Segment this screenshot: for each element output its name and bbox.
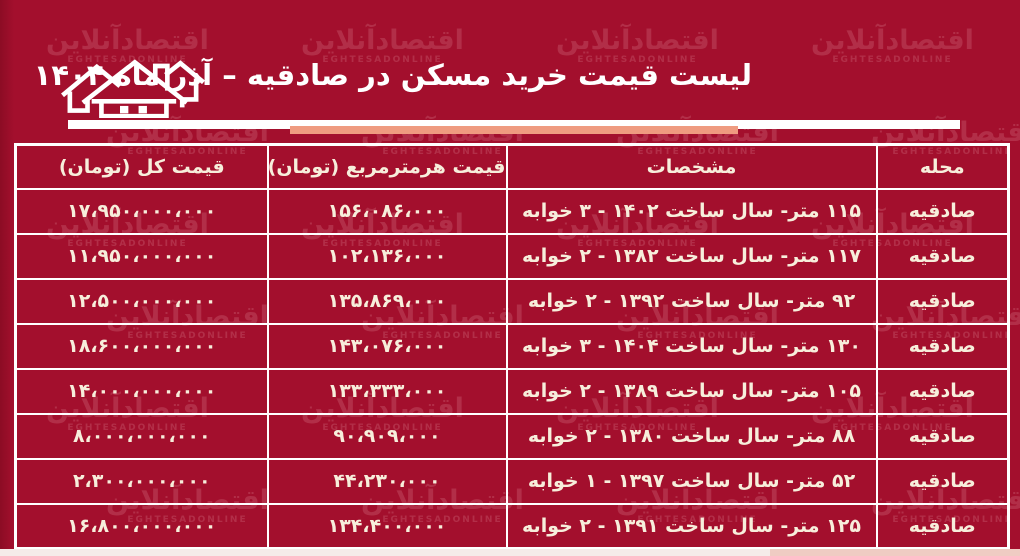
col-header-specs: مشخصات xyxy=(505,143,878,190)
footer-strip-accent xyxy=(770,549,1020,556)
footer-strip xyxy=(0,549,1020,556)
cell-total-price: ۲،۳۰۰،۰۰۰،۰۰۰ xyxy=(14,457,269,505)
col-header-neighborhood: محله xyxy=(875,143,1010,190)
cell-specs: ۱۱۵ متر- سال ساخت ۱۴۰۲ - ۳ خوابه xyxy=(505,187,878,235)
table-row: صادقیه ۵۲ متر- سال ساخت ۱۳۹۷ - ۱ خوابه ۴… xyxy=(14,457,1010,505)
cell-specs: ۱۳۰ متر- سال ساخت ۱۴۰۴ - ۳ خوابه xyxy=(505,322,878,370)
col-header-total-price: قیمت کل (تومان) xyxy=(14,143,269,190)
watermark-en-text: EGHTESADONLINE xyxy=(832,55,953,65)
cell-neighborhood: صادقیه xyxy=(875,187,1010,235)
cell-price-per-meter: ۱۳۴،۴۰۰،۰۰۰ xyxy=(266,502,508,550)
title-underline-salmon xyxy=(290,126,738,134)
cell-neighborhood: صادقیه xyxy=(875,367,1010,415)
table-row: صادقیه ۱۱۵ متر- سال ساخت ۱۴۰۲ - ۳ خوابه … xyxy=(14,187,1010,235)
cell-price-per-meter: ۴۴،۲۳۰،۰۰۰ xyxy=(266,457,508,505)
table-row: صادقیه ۱۰۵ متر- سال ساخت ۱۳۸۹ - ۲ خوابه … xyxy=(14,367,1010,415)
cell-total-price: ۸،۰۰۰،۰۰۰،۰۰۰ xyxy=(14,412,269,460)
cell-specs: ۸۸ متر- سال ساخت ۱۳۸۰ - ۲ خوابه xyxy=(505,412,878,460)
cell-specs: ۵۲ متر- سال ساخت ۱۳۹۷ - ۱ خوابه xyxy=(505,457,878,505)
table-row: صادقیه ۹۲ متر- سال ساخت ۱۳۹۲ - ۲ خوابه ۱… xyxy=(14,277,1010,325)
cell-price-per-meter: ۱۴۳،۰۷۶،۰۰۰ xyxy=(266,322,508,370)
cell-neighborhood: صادقیه xyxy=(875,412,1010,460)
table-row: صادقیه ۱۲۵ متر- سال ساخت ۱۳۹۱ - ۲ خوابه … xyxy=(14,502,1010,550)
watermark-fa-text: اقتصادآنلاین xyxy=(811,25,974,56)
cell-specs: ۱۰۵ متر- سال ساخت ۱۳۸۹ - ۲ خوابه xyxy=(505,367,878,415)
cell-price-per-meter: ۱۵۶،۰۸۶،۰۰۰ xyxy=(266,187,508,235)
table-row: صادقیه ۸۸ متر- سال ساخت ۱۳۸۰ - ۲ خوابه ۹… xyxy=(14,412,1010,460)
house-icon xyxy=(61,59,205,118)
cell-total-price: ۱۸،۶۰۰،۰۰۰،۰۰۰ xyxy=(14,322,269,370)
cell-neighborhood: صادقیه xyxy=(875,232,1010,280)
cell-specs: ۹۲ متر- سال ساخت ۱۳۹۲ - ۲ خوابه xyxy=(505,277,878,325)
table-row: صادقیه ۱۳۰ متر- سال ساخت ۱۴۰۴ - ۳ خوابه … xyxy=(14,322,1010,370)
cell-neighborhood: صادقیه xyxy=(875,457,1010,505)
cell-price-per-meter: ۱۳۵،۸۶۹،۰۰۰ xyxy=(266,277,508,325)
watermark-fa-text: اقتصادآنلاین xyxy=(301,25,464,56)
cell-total-price: ۱۷،۹۵۰،۰۰۰،۰۰۰ xyxy=(14,187,269,235)
cell-neighborhood: صادقیه xyxy=(875,277,1010,325)
cell-total-price: ۱۴،۰۰۰،۰۰۰،۰۰۰ xyxy=(14,367,269,415)
table-row: صادقیه ۱۱۷ متر- سال ساخت ۱۳۸۲ - ۲ خوابه … xyxy=(14,232,1010,280)
title-underline-white xyxy=(68,120,960,129)
col-header-price-per-meter: قیمت هرمترمربع (تومان) xyxy=(266,143,508,190)
cell-total-price: ۱۱،۹۵۰،۰۰۰،۰۰۰ xyxy=(14,232,269,280)
page-title: لیست قیمت خرید مسکن در صادقیه – آذر ماه … xyxy=(33,58,752,92)
cell-total-price: ۱۲،۵۰۰،۰۰۰،۰۰۰ xyxy=(14,277,269,325)
cell-specs: ۱۲۵ متر- سال ساخت ۱۳۹۱ - ۲ خوابه xyxy=(505,502,878,550)
cell-price-per-meter: ۹۰،۹۰۹،۰۰۰ xyxy=(266,412,508,460)
cell-specs: ۱۱۷ متر- سال ساخت ۱۳۸۲ - ۲ خوابه xyxy=(505,232,878,280)
cell-price-per-meter: ۱۳۳،۳۳۳،۰۰۰ xyxy=(266,367,508,415)
cell-total-price: ۱۶،۸۰۰،۰۰۰،۰۰۰ xyxy=(14,502,269,550)
cell-neighborhood: صادقیه xyxy=(875,322,1010,370)
price-table: محله مشخصات قیمت هرمترمربع (تومان) قیمت … xyxy=(14,143,1010,550)
cell-price-per-meter: ۱۰۲،۱۳۶،۰۰۰ xyxy=(266,232,508,280)
watermark-fa-text: اقتصادآنلاین xyxy=(556,25,719,56)
cell-neighborhood: صادقیه xyxy=(875,502,1010,550)
table-header-row: محله مشخصات قیمت هرمترمربع (تومان) قیمت … xyxy=(14,143,1010,190)
